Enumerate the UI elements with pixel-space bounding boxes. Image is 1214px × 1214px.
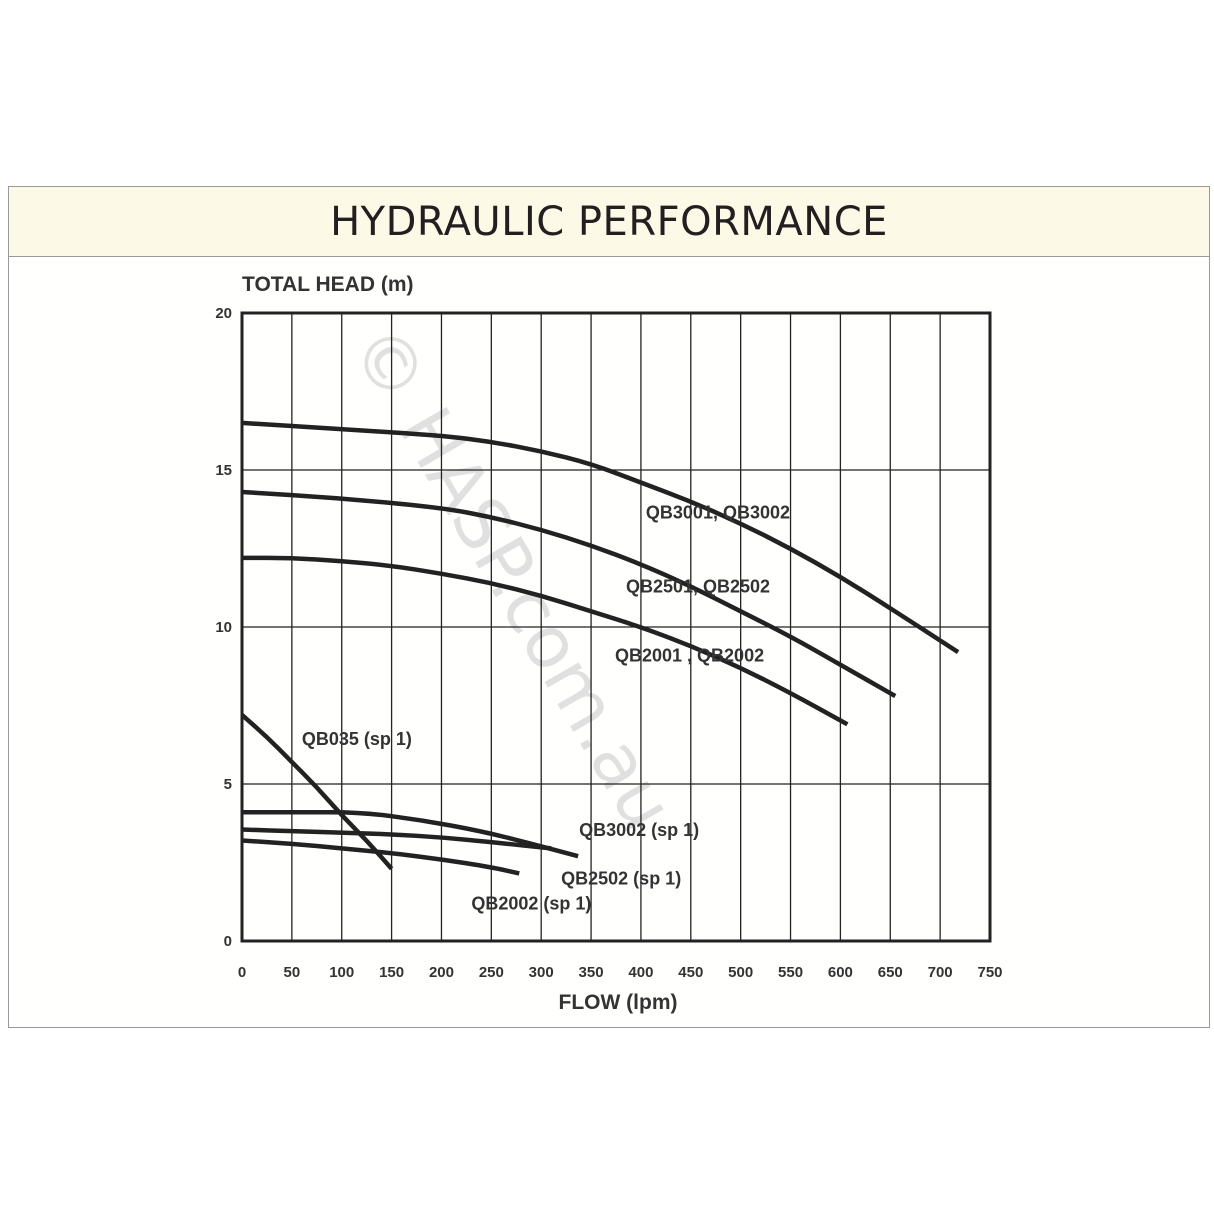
y-tick-label: 20 [215,305,232,322]
plot-frame [240,311,992,943]
y-tick-label: 15 [215,462,232,479]
y-tick-label: 10 [215,619,232,636]
x-tick-label: 350 [579,964,604,981]
x-tick-label: 100 [329,964,354,981]
series-line [242,810,579,859]
x-tick-label: 200 [429,964,454,981]
x-tick-label: 550 [778,964,803,981]
series-line [242,555,849,727]
series-line [240,713,394,871]
series-label: QB3001, QB3002 [646,503,790,523]
x-tick-label: 600 [828,964,853,981]
x-tick-label: 650 [878,964,903,981]
series-label: QB3002 (sp 1) [579,820,699,840]
y-axis-title: TOTAL HEAD (m) [242,273,414,296]
series-line [241,827,552,851]
x-tick-label: 750 [977,964,1002,981]
x-axis-title: FLOW (lpm) [559,991,678,1014]
x-tick-label: 250 [479,964,504,981]
series-label: QB2501, QB2502 [626,576,770,596]
chart-panel: HYDRAULIC PERFORMANCE [8,186,1210,1028]
series-line [241,420,960,655]
tick-labels: 0 50 100 150 200 250 300 350 400 450 500 550 600 650 7… [215,305,1002,981]
x-tick-label: 0 [238,964,246,981]
series-labels: QB3001, QB3002 QB2501, QB2502 QB2001 , QB2… [302,503,790,914]
chart-grid [241,312,991,942]
y-tick-label: 5 [224,776,232,793]
x-tick-label: 400 [628,964,653,981]
series-line [241,489,897,699]
series-label: QB2001 , QB2002 [615,646,764,666]
x-tick-label: 300 [529,964,554,981]
x-tick-label: 150 [379,964,404,981]
x-tick-label: 450 [678,964,703,981]
series-label: QB035 (sp 1) [302,729,412,749]
series-line [241,838,520,876]
x-tick-label: 50 [284,964,301,981]
x-tick-label: 500 [728,964,753,981]
series-label: QB2002 (sp 1) [471,894,591,914]
chart-header: HYDRAULIC PERFORMANCE [9,187,1209,257]
y-tick-label: 0 [224,933,232,950]
series-lines [240,420,960,876]
chart-title: HYDRAULIC PERFORMANCE [330,198,888,245]
series-label: QB2502 (sp 1) [561,868,681,888]
x-tick-label: 700 [928,964,953,981]
